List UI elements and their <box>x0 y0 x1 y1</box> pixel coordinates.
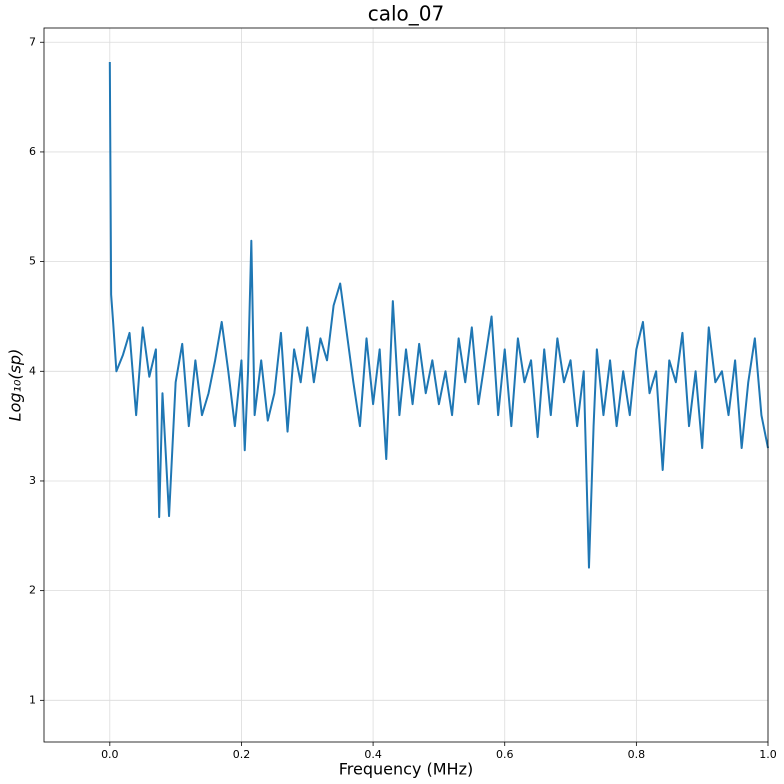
x-tick-label: 0.2 <box>233 748 251 761</box>
x-tick-label: 0.6 <box>496 748 514 761</box>
x-axis-label: Frequency (MHz) <box>339 760 473 779</box>
plot-frame <box>43 27 769 743</box>
x-tick-label: 0.0 <box>101 748 119 761</box>
x-tick-label: 0.8 <box>628 748 646 761</box>
x-tick-label: 0.4 <box>364 748 382 761</box>
data-line <box>108 61 769 569</box>
y-tick-label: 4 <box>29 364 36 377</box>
y-tick-label: 7 <box>29 35 36 48</box>
y-axis-label: Log₁₀(sp) <box>6 349 25 422</box>
y-tick-label: 5 <box>29 255 36 268</box>
chart-title: calo_07 <box>368 2 445 26</box>
y-tick-label: 6 <box>29 145 36 158</box>
y-tick-label: 1 <box>29 693 36 706</box>
y-tick-label: 3 <box>29 474 36 487</box>
x-tick-label: 1.0 <box>759 748 777 761</box>
y-tick-label: 2 <box>29 584 36 597</box>
